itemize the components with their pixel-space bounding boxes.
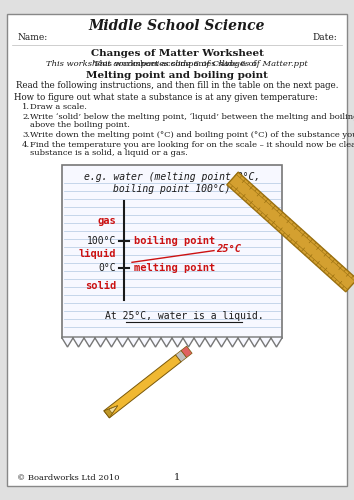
Text: Name:: Name: <box>17 34 47 42</box>
Bar <box>181 346 192 358</box>
Text: boiling point: boiling point <box>134 236 215 246</box>
Bar <box>176 350 187 362</box>
Text: Date:: Date: <box>312 34 337 42</box>
Text: © Boardworks Ltd 2010: © Boardworks Ltd 2010 <box>17 474 120 482</box>
Text: 100°C: 100°C <box>87 236 116 246</box>
Text: Changes of Matter Worksheet: Changes of Matter Worksheet <box>91 50 263 58</box>
Text: solid: solid <box>85 281 116 291</box>
Text: 2.: 2. <box>22 113 30 121</box>
Text: gas: gas <box>97 216 116 226</box>
Text: above the boiling point.: above the boiling point. <box>30 121 130 129</box>
Text: Write ‘solid’ below the melting point, ‘liquid’ between the melting and boiling : Write ‘solid’ below the melting point, ‘… <box>30 113 354 121</box>
Text: How to figure out what state a substance is at any given temperature:: How to figure out what state a substance… <box>14 92 318 102</box>
Text: Write down the melting point (°C) and boiling point (°C) of the substance you ar: Write down the melting point (°C) and bo… <box>30 131 354 139</box>
Text: 0°C: 0°C <box>98 264 116 274</box>
Text: Find the temperature you are looking for on the scale – it should now be clear w: Find the temperature you are looking for… <box>30 141 354 149</box>
Text: 4.: 4. <box>22 141 30 149</box>
Polygon shape <box>104 406 118 418</box>
Text: Middle School Science: Middle School Science <box>89 19 265 33</box>
Text: boiling point 100°C): boiling point 100°C) <box>113 184 231 194</box>
Bar <box>227 172 354 292</box>
Text: 1: 1 <box>174 474 180 482</box>
Bar <box>62 165 282 338</box>
Bar <box>104 355 181 418</box>
Text: This worksheet accompanies slide 6 of: This worksheet accompanies slide 6 of <box>95 60 259 68</box>
Text: This worksheet accompanies slide 6 of Changes of Matter.ppt: This worksheet accompanies slide 6 of Ch… <box>46 60 308 68</box>
Text: 3.: 3. <box>22 131 30 139</box>
Text: Draw a scale.: Draw a scale. <box>30 103 87 111</box>
Text: e.g. water (melting point 0°C,: e.g. water (melting point 0°C, <box>84 172 260 182</box>
Polygon shape <box>62 337 282 347</box>
Text: substance is a solid, a liquid or a gas.: substance is a solid, a liquid or a gas. <box>30 149 188 157</box>
Text: 25°C: 25°C <box>216 244 241 254</box>
Text: Melting point and boiling point: Melting point and boiling point <box>86 72 268 80</box>
Text: At 25°C, water is a liquid.: At 25°C, water is a liquid. <box>105 311 263 321</box>
Text: liquid: liquid <box>79 250 116 260</box>
Text: melting point: melting point <box>134 264 215 274</box>
Text: 1.: 1. <box>22 103 30 111</box>
Polygon shape <box>109 406 118 413</box>
Text: Read the following instructions, and then fill in the table on the next page.: Read the following instructions, and the… <box>16 82 338 90</box>
